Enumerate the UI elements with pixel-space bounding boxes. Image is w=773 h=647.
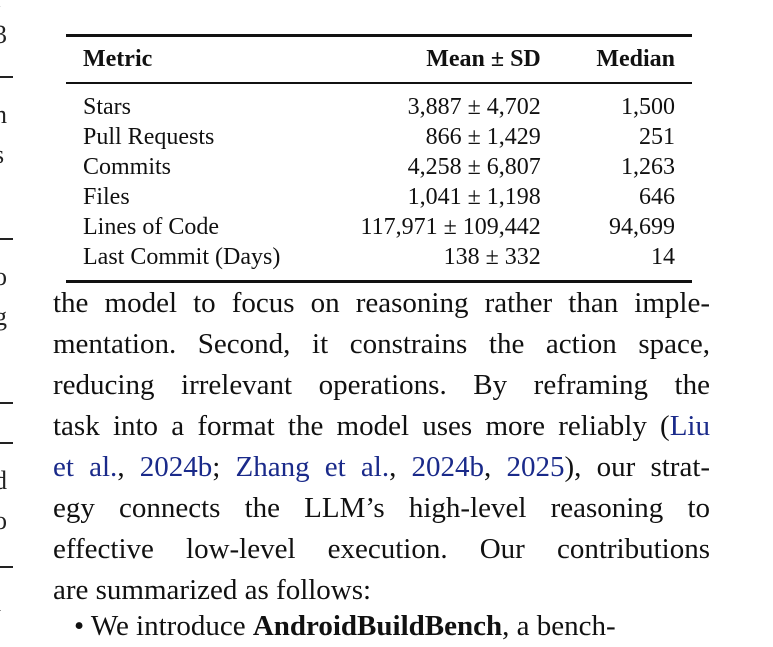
header-mean-sd: Mean ± SD [426,46,541,72]
left-column-fragment: r 3 n s ; o g d o l [0,0,14,637]
paragraph-line: reducing irrelevant operations. By refra… [53,369,710,401]
citation-link-liu-year[interactable]: 2024b [139,451,213,483]
margin-glyph: o [0,506,7,535]
citation-link-zhang-2025[interactable]: 2025 [506,451,565,483]
paragraph-line: are summarized as follows: [53,574,372,606]
median-cell: 14 [651,244,675,270]
table-header-row: Metric Mean ± SD Median [66,35,692,83]
paragraph-line: task into a format the model uses more r… [53,406,710,447]
header-median: Median [596,46,675,72]
repository-statistics-table: Metric Mean ± SD Median Stars 3,887 ± 4,… [66,34,692,283]
bullet-marker: • [74,610,85,642]
metric-cell: Pull Requests [83,124,215,150]
margin-glyph: r [0,0,3,12]
text-run: , [389,451,412,483]
margin-rule [0,442,13,444]
table-row: Lines of Code 117,971 ± 109,442 94,699 [66,212,692,242]
bullet-lead: We introduce [90,610,253,642]
mean-sd-cell: 866 ± 1,429 [425,124,541,150]
margin-rule [0,566,13,568]
margin-glyph: l [0,590,1,616]
metric-cell: Files [83,184,130,210]
margin-glyph: s [0,142,4,168]
bullet-tail: , a bench- [502,610,616,642]
citation-link-liu[interactable]: Liu [669,410,710,442]
paragraph-line: effective low-level execution. Our contr… [53,533,710,565]
paragraph-line: et al., 2024b; Zhang et al., 2024b, 2025… [53,447,710,488]
median-cell: 1,500 [621,94,675,120]
mean-sd-cell: 1,041 ± 1,198 [407,184,541,210]
text-run: , [484,451,507,483]
paragraph-line: egy connects the LLM’s high-level reason… [53,492,710,524]
table-row: Commits 4,258 ± 6,807 1,263 [66,152,692,182]
margin-rule [0,76,13,78]
median-cell: 1,263 [621,154,675,180]
citation-link-zhang-year[interactable]: 2024b [411,451,485,483]
contribution-bullet: • We introduce AndroidBuildBench, a benc… [74,606,616,647]
metric-cell: Last Commit (Days) [83,244,281,270]
benchmark-name: AndroidBuildBench [252,610,503,642]
metric-cell: Commits [83,154,172,180]
median-cell: 251 [639,124,675,150]
mean-sd-cell: 3,887 ± 4,702 [407,94,541,120]
mean-sd-cell: 138 ± 332 [443,244,541,270]
margin-glyph: n [0,100,7,129]
table-row: Pull Requests 866 ± 1,429 251 [66,122,692,152]
margin-rule [0,238,13,240]
median-cell: 94,699 [609,214,675,240]
mean-sd-cell: 4,258 ± 6,807 [407,154,541,180]
body-paragraph: the model to focus on reasoning rather t… [53,283,710,611]
table-row: Stars 3,887 ± 4,702 1,500 [66,83,692,122]
paragraph-line: the model to focus on reasoning rather t… [53,287,710,319]
metric-cell: Lines of Code [83,214,219,240]
margin-rule [0,402,13,404]
metric-cell: Stars [83,94,131,120]
margin-glyph: 3 [0,20,7,49]
text-run: , [117,451,140,483]
margin-glyph: o [0,262,7,291]
text-run: ; [212,451,236,483]
table-row: Files 1,041 ± 1,198 646 [66,182,692,212]
mean-sd-cell: 117,971 ± 109,442 [360,214,541,240]
paragraph-line: mentation. Second, it constrains the act… [53,328,710,360]
text-run: ), our strat- [564,451,711,483]
median-cell: 646 [639,184,675,210]
citation-link-zhang[interactable]: Zhang et al. [235,451,390,483]
header-metric: Metric [83,46,153,72]
margin-glyph: ; [0,182,1,208]
margin-glyph: g [0,302,7,331]
margin-glyph: d [0,466,7,495]
text-run: task into a format the model uses more r… [53,410,670,442]
citation-link-liu[interactable]: et al. [53,451,118,483]
table-row: Last Commit (Days) 138 ± 332 14 [66,242,692,282]
